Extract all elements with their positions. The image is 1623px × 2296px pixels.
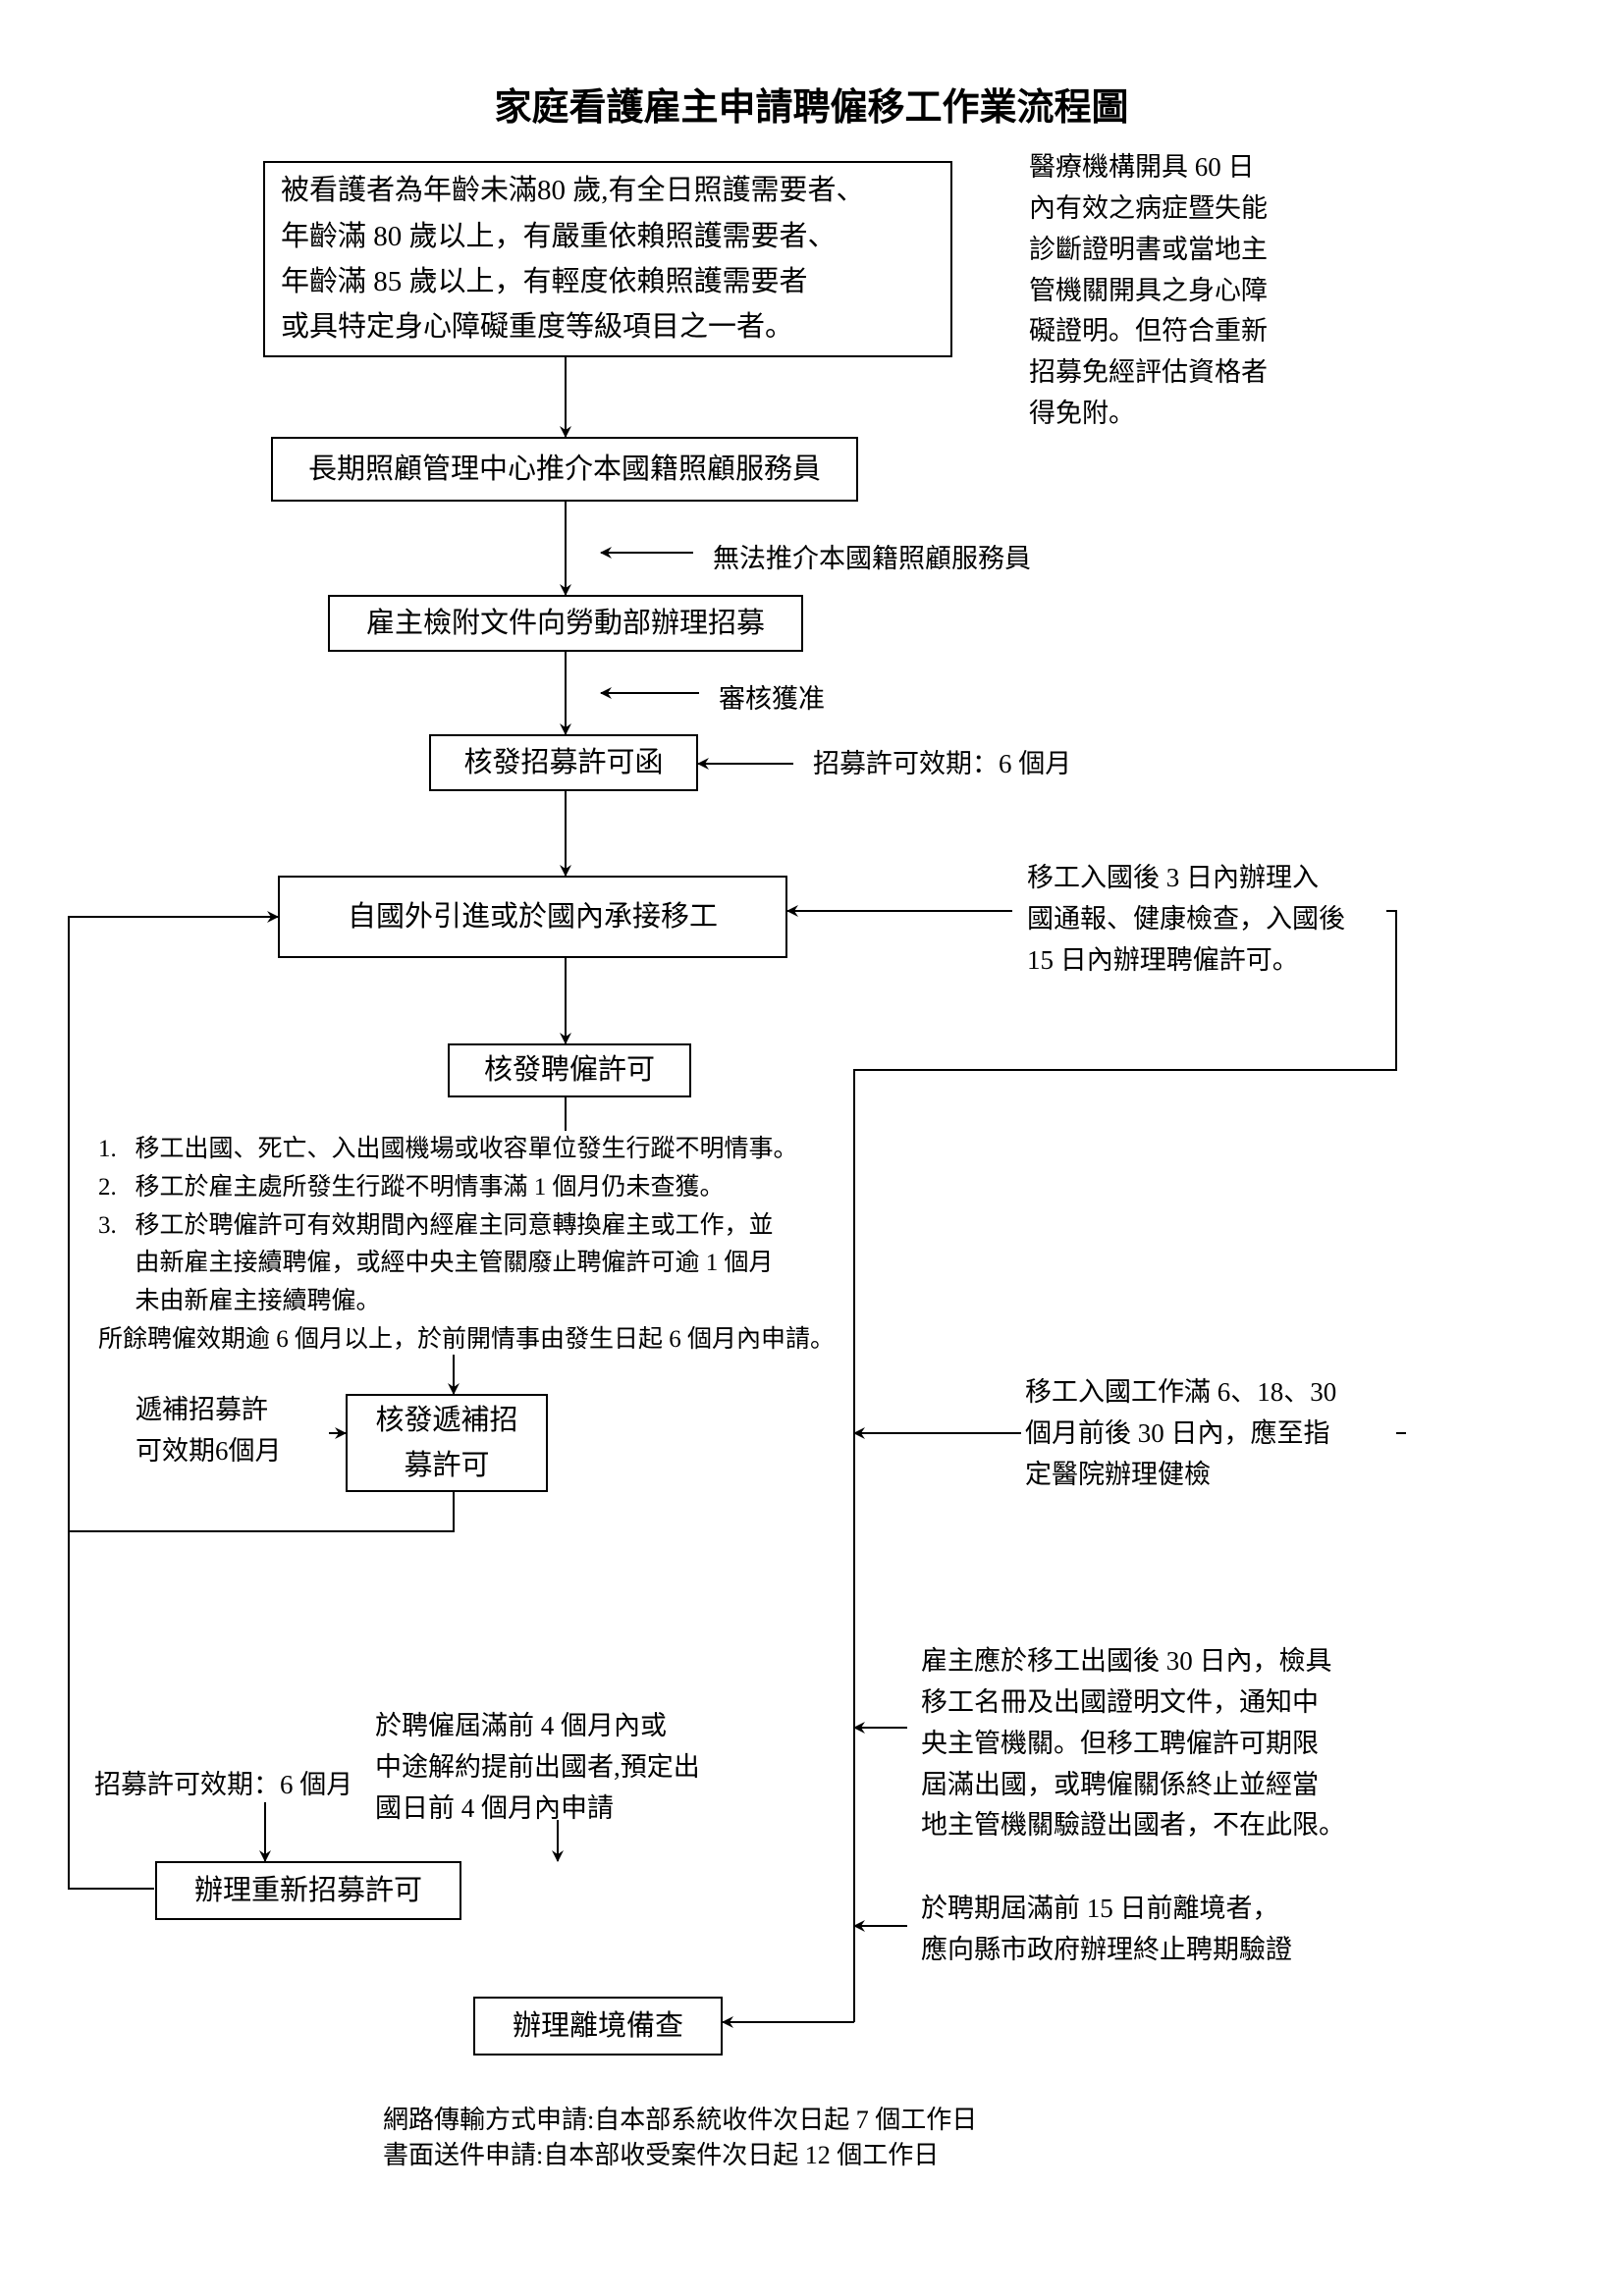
node-supplement: 核發遞補招 募許可 <box>346 1394 548 1492</box>
note-15day: 於聘期屆滿前 15 日前離境者， 應向縣市政府辦理終止聘期驗證 <box>921 1889 1292 1971</box>
node-longterm-center: 長期照顧管理中心推介本國籍照顧服務員 <box>271 437 858 502</box>
footer-paper: 書面送件申請:自本部收受案件次日起 12 個工作日 <box>383 2136 939 2175</box>
note-health: 移工入國工作滿 6、18、30 個月前後 30 日內，應至指 定醫院辦理健檢 <box>1025 1372 1336 1496</box>
note-employer30: 雇主應於移工出國後 30 日內，檢具 移工名冊及出國證明文件，通知中 央主管機關… <box>921 1641 1345 1846</box>
node-recruit-permit: 核發招募許可函 <box>429 734 698 791</box>
note-new6m: 招募許可效期：6 個月 <box>94 1765 352 1806</box>
note-approved: 審核獲准 <box>719 679 825 721</box>
page-title: 家庭看護雇主申請聘僱移工作業流程圖 <box>0 77 1623 131</box>
note-medical: 醫療機構開具 60 日 內有效之病症暨失能 診斷證明書或當地主 管機關開具之身心… <box>1029 147 1268 435</box>
note-permit6m: 招募許可效期：6 個月 <box>813 744 1071 785</box>
note-entry3: 移工入國後 3 日內辦理入 國通報、健康檢查，入國後 15 日內辦理聘僱許可。 <box>1027 858 1345 982</box>
note-supp6m: 遞補招募許 可效期6個月 <box>135 1390 282 1472</box>
node-new-recruit: 辦理重新招募許可 <box>155 1861 461 1920</box>
node-import-worker: 自國外引進或於國內承接移工 <box>278 876 787 958</box>
note-4month: 於聘僱屆滿前 4 個月內或 中途解約提前出國者,預定出 國日前 4 個月內申請 <box>375 1706 700 1830</box>
node-employer-docs: 雇主檢附文件向勞動部辦理招募 <box>328 595 803 652</box>
node-employ-permit: 核發聘僱許可 <box>448 1043 691 1097</box>
footer-online: 網路傳輸方式申請:自本部系統收件次日起 7 個工作日 <box>383 2101 977 2140</box>
note-unable: 無法推介本國籍照顧服務員 <box>713 539 1031 580</box>
conditions-list: 1. 移工出國、死亡、入出國機場或收容單位發生行蹤不明情事。 2. 移工於雇主處… <box>98 1131 835 1360</box>
node-departure: 辦理離境備查 <box>473 1997 723 2056</box>
node-eligibility: 被看護者為年齡未滿80 歲,有全日照護需要者、 年齡滿 80 歲以上，有嚴重依賴… <box>263 161 952 357</box>
